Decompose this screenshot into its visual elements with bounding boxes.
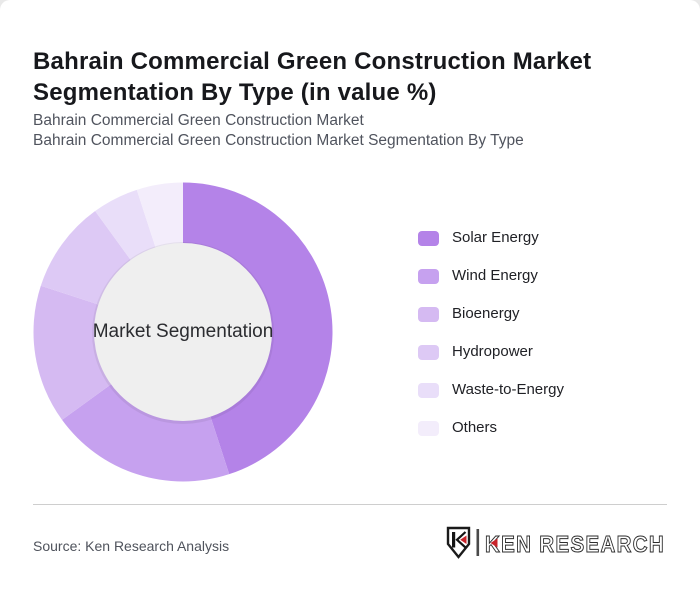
legend-swatch <box>418 268 439 284</box>
legend-swatch <box>418 420 439 436</box>
subtitle-line-1: Bahrain Commercial Green Construction Ma… <box>33 112 364 129</box>
legend-item-others: Others <box>418 420 564 436</box>
legend-label: Bioenergy <box>452 305 520 322</box>
donut-center-label: Market Segmentation <box>92 321 274 342</box>
donut-hole <box>94 243 272 421</box>
logo-red-triangle-icon <box>490 538 498 548</box>
logo-divider-bar <box>476 529 480 556</box>
legend-label: Others <box>452 419 498 436</box>
legend-item-waste-to-energy: Waste-to-Energy <box>418 382 564 398</box>
source-text: Source: Ken Research Analysis <box>33 538 230 554</box>
legend-label: Wind Energy <box>452 267 538 284</box>
page-title: Bahrain Commercial Green Construction Ma… <box>33 48 592 107</box>
legend-item-hydropower: Hydropower <box>418 344 564 360</box>
chart-subtitle: Bahrain Commercial Green Construction Ma… <box>33 111 524 151</box>
legend-label: Waste-to-Energy <box>452 381 564 398</box>
ken-research-logo: KEN RESEARCH <box>446 526 665 559</box>
donut-chart <box>33 182 333 482</box>
legend-item-solar-energy: Solar Energy <box>418 230 564 246</box>
legend-label: Solar Energy <box>452 229 539 246</box>
legend-swatch <box>418 306 439 322</box>
legend-swatch <box>418 382 439 398</box>
logo-wordmark: KEN RESEARCH <box>485 531 665 557</box>
chart-legend: Solar Energy Wind Energy Bioenergy Hydro… <box>418 230 564 458</box>
footer-divider <box>33 504 667 505</box>
legend-swatch <box>418 230 439 246</box>
legend-item-wind-energy: Wind Energy <box>418 268 564 284</box>
legend-label: Hydropower <box>452 343 533 360</box>
legend-item-bioenergy: Bioenergy <box>418 306 564 322</box>
ken-research-shield-icon <box>446 526 471 559</box>
subtitle-line-2: Bahrain Commercial Green Construction Ma… <box>33 132 524 149</box>
legend-swatch <box>418 344 439 360</box>
